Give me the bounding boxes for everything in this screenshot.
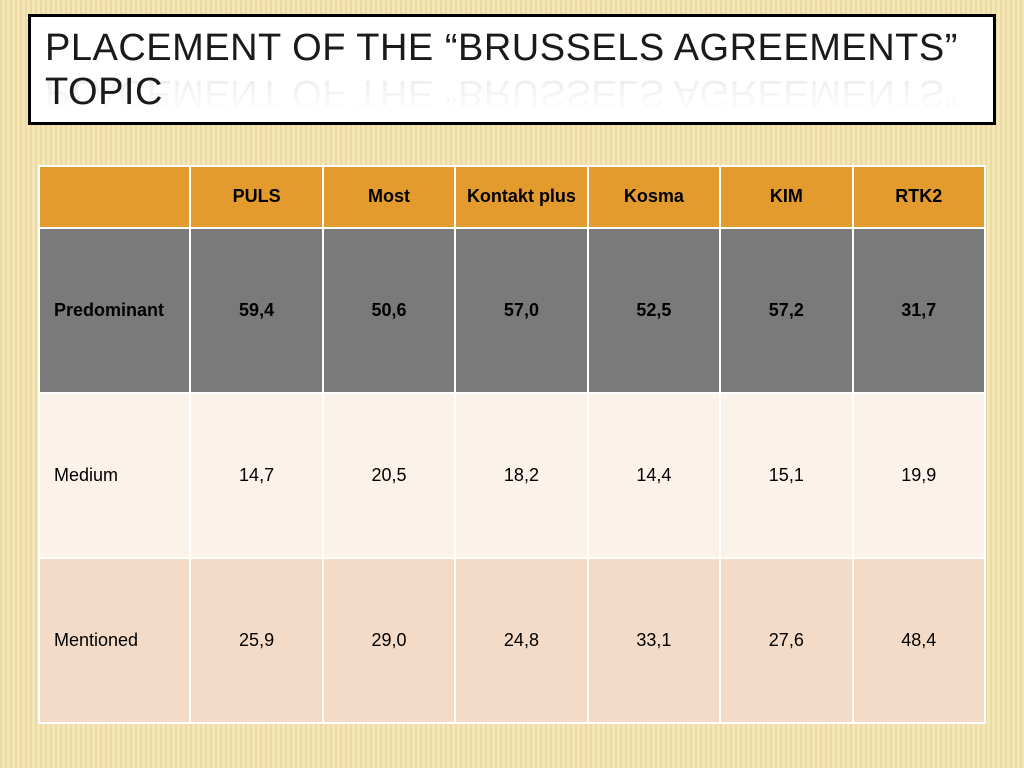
cell: 14,4 (588, 393, 720, 558)
table-row: Medium 14,7 20,5 18,2 14,4 15,1 19,9 (39, 393, 985, 558)
cell: 25,9 (190, 558, 322, 723)
cell: 52,5 (588, 228, 720, 393)
cell: 24,8 (455, 558, 587, 723)
col-header: RTK2 (853, 166, 985, 228)
slide-title: PLACEMENT OF THE “BRUSSELS AGREEMENTS” T… (45, 27, 979, 114)
row-label: Predominant (39, 228, 190, 393)
cell: 50,6 (323, 228, 455, 393)
cell: 29,0 (323, 558, 455, 723)
table-row: Predominant 59,4 50,6 57,0 52,5 57,2 31,… (39, 228, 985, 393)
cell: 59,4 (190, 228, 322, 393)
cell: 20,5 (323, 393, 455, 558)
cell: 14,7 (190, 393, 322, 558)
cell: 48,4 (853, 558, 985, 723)
cell: 57,2 (720, 228, 852, 393)
col-header: KIM (720, 166, 852, 228)
slide-title-box: PLACEMENT OF THE “BRUSSELS AGREEMENTS” T… (28, 14, 996, 125)
col-header: Kosma (588, 166, 720, 228)
cell: 19,9 (853, 393, 985, 558)
cell: 18,2 (455, 393, 587, 558)
title-reflection: PLACEMENT OF THE “BRUSSELS AGREEMENTS” (45, 71, 958, 115)
title-text: PLACEMENT OF THE “BRUSSELS AGREEMENTS” T… (45, 27, 958, 113)
header-row: PULS Most Kontakt plus Kosma KIM RTK2 (39, 166, 985, 228)
row-label: Mentioned (39, 558, 190, 723)
col-header: Kontakt plus (455, 166, 587, 228)
header-corner (39, 166, 190, 228)
data-table: PULS Most Kontakt plus Kosma KIM RTK2 Pr… (38, 165, 986, 724)
cell: 27,6 (720, 558, 852, 723)
cell: 57,0 (455, 228, 587, 393)
col-header: Most (323, 166, 455, 228)
cell: 15,1 (720, 393, 852, 558)
col-header: PULS (190, 166, 322, 228)
table-row: Mentioned 25,9 29,0 24,8 33,1 27,6 48,4 (39, 558, 985, 723)
data-table-container: PULS Most Kontakt plus Kosma KIM RTK2 Pr… (38, 165, 986, 718)
row-label: Medium (39, 393, 190, 558)
cell: 33,1 (588, 558, 720, 723)
cell: 31,7 (853, 228, 985, 393)
